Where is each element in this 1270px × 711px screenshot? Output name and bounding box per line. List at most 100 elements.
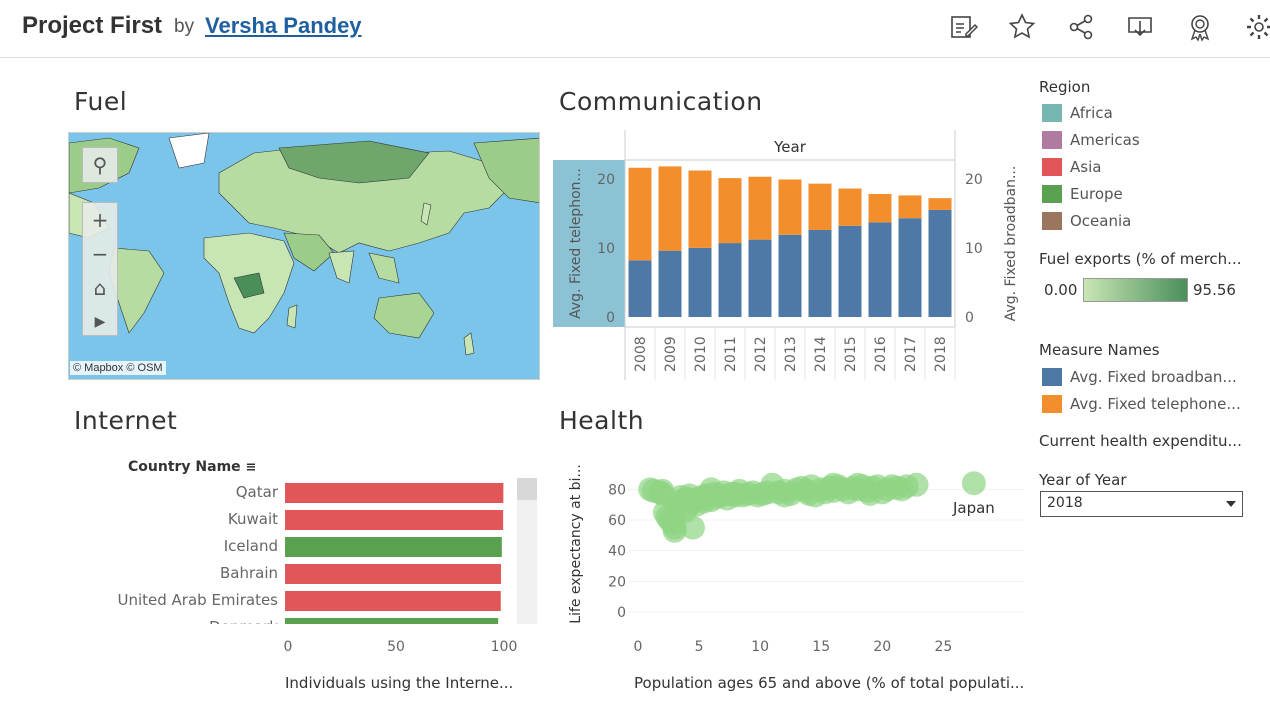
broadband-bar[interactable] [778, 234, 802, 317]
gear-icon[interactable] [1244, 12, 1270, 42]
download-icon[interactable] [1125, 12, 1155, 42]
by-label: by [174, 16, 195, 37]
home-icon[interactable]: ⌂ [93, 276, 107, 300]
telephone-bar[interactable] [778, 179, 802, 235]
year-dropdown[interactable]: 2018 [1040, 491, 1243, 517]
country-label[interactable]: United Arab Emirates [117, 591, 278, 609]
country-name-header[interactable]: Country Name ≡ [128, 459, 257, 475]
zoom-in-icon[interactable]: + [91, 208, 109, 232]
mapbox-attribution[interactable]: © Mapbox [73, 362, 124, 374]
region-label: Africa [1070, 104, 1113, 122]
scatter-point[interactable] [723, 481, 748, 506]
internet-bar[interactable] [285, 537, 502, 557]
x-tick-year: 2016 [873, 336, 889, 372]
scatter-point[interactable] [797, 481, 821, 506]
world-map-shapes [69, 133, 539, 356]
author-link[interactable]: Versha Pandey [205, 13, 362, 38]
region-swatch [1042, 104, 1062, 122]
measure-legend-item[interactable]: Avg. Fixed broadban... [1042, 367, 1237, 387]
internet-bar[interactable] [285, 483, 504, 503]
scatter-point[interactable] [904, 472, 929, 497]
x-tick-year: 2015 [843, 336, 859, 372]
region-legend-item[interactable]: Asia [1042, 157, 1101, 177]
play-icon[interactable]: ▶ [94, 314, 106, 330]
fuel-legend-max: 95.56 [1193, 281, 1236, 299]
scatter-point[interactable] [858, 481, 883, 506]
x-tick: 50 [387, 639, 405, 655]
fuel-map[interactable] [68, 132, 540, 380]
telephone-bar[interactable] [658, 166, 682, 251]
internet-bar[interactable] [285, 510, 504, 530]
badge-icon[interactable] [1185, 12, 1215, 42]
left-axis-highlight [553, 160, 625, 327]
edit-icon[interactable] [948, 12, 979, 42]
zoom-out-icon[interactable]: − [91, 242, 109, 266]
scatter-point[interactable] [680, 515, 705, 540]
broadband-bar[interactable] [628, 260, 652, 317]
y-tick-left: 20 [597, 172, 615, 188]
japan-annotation: Japan [952, 499, 995, 517]
region-legend-title: Region [1039, 78, 1091, 96]
broadband-bar[interactable] [748, 239, 772, 317]
telephone-bar[interactable] [898, 195, 922, 219]
telephone-bar[interactable] [868, 194, 892, 223]
country-label[interactable]: Denmark [209, 618, 278, 636]
sort-icon[interactable]: ≡ [245, 460, 257, 475]
country-label[interactable]: Bahrain [220, 564, 278, 582]
scatter-point[interactable] [699, 477, 724, 502]
scatter-point[interactable] [821, 472, 846, 497]
year-dropdown-value: 2018 [1047, 495, 1083, 511]
internet-title: Internet [74, 406, 178, 435]
scatter-point[interactable] [772, 483, 797, 508]
telephone-bar[interactable] [628, 167, 652, 261]
telephone-bar[interactable] [718, 178, 742, 244]
broadband-bar[interactable] [688, 247, 712, 317]
scatter-point[interactable] [961, 471, 986, 496]
communication-chart[interactable]: Year 0 0 10 10 20 20 Avg. Fixed telephon... Avg.… [553, 130, 1023, 382]
measure-label: Avg. Fixed telephone... [1070, 395, 1241, 413]
search-icon[interactable]: ⚲ [92, 153, 108, 177]
measure-legend-item[interactable]: Avg. Fixed telephone... [1042, 394, 1241, 414]
scatter-point[interactable] [662, 518, 687, 543]
telephone-bar[interactable] [838, 188, 862, 226]
internet-chart[interactable]: Qatar Kuwait Iceland Bahrain United Arab Emi… [68, 476, 540, 706]
country-label[interactable]: Iceland [224, 537, 278, 555]
telephone-bar[interactable] [748, 176, 772, 240]
broadband-bar[interactable] [928, 209, 952, 317]
osm-attribution[interactable]: © OSM [126, 362, 163, 374]
internet-bars: Qatar Kuwait Iceland Bahrain United Arab Emi… [117, 483, 504, 638]
broadband-bar[interactable] [898, 218, 922, 317]
scrollbar-track[interactable] [517, 478, 537, 624]
x-axis-label: Population ages 65 and above (% of total… [634, 674, 1024, 692]
chevron-down-icon[interactable] [1226, 501, 1236, 507]
telephone-bar[interactable] [688, 170, 712, 248]
region-legend-item[interactable]: Africa [1042, 103, 1113, 123]
internet-bar[interactable] [285, 618, 499, 638]
broadband-bar[interactable] [808, 229, 832, 317]
broadband-bar[interactable] [838, 225, 862, 317]
scrollbar-thumb[interactable] [517, 478, 537, 500]
telephone-bar[interactable] [928, 198, 952, 210]
fuel-gradient-bar [1083, 278, 1188, 302]
broadband-bar[interactable] [658, 250, 682, 317]
star-icon[interactable] [1007, 12, 1037, 42]
communication-title: Communication [559, 87, 763, 116]
region-legend-item[interactable]: Americas [1042, 130, 1140, 150]
broadband-bar[interactable] [868, 222, 892, 317]
region-legend-item[interactable]: Europe [1042, 184, 1123, 204]
broadband-bar[interactable] [718, 243, 742, 317]
scatter-point[interactable] [650, 478, 675, 503]
measure-swatch [1042, 395, 1062, 413]
scatter-points [638, 471, 986, 543]
region-legend-item[interactable]: Oceania [1042, 211, 1131, 231]
internet-bar[interactable] [285, 591, 501, 611]
internet-bar[interactable] [285, 564, 501, 584]
region-label: Americas [1070, 131, 1140, 149]
telephone-bar[interactable] [808, 183, 832, 230]
country-label[interactable]: Kuwait [228, 510, 278, 528]
share-icon[interactable] [1066, 12, 1096, 42]
country-label[interactable]: Qatar [236, 483, 279, 501]
x-tick-year: 2009 [663, 336, 679, 372]
map-search-control[interactable]: ⚲ [82, 147, 118, 183]
health-chart[interactable]: 0 20 40 60 80 0 5 10 15 20 25 Japan Life expectancy … [560, 452, 1030, 707]
